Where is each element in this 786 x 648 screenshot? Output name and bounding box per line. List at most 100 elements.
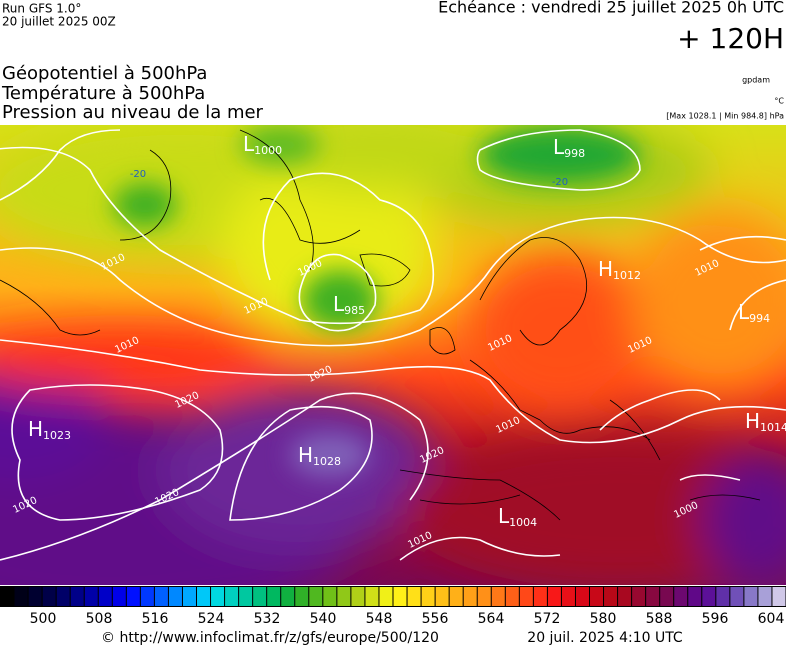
color-cell	[393, 587, 407, 606]
center-value: 1028	[313, 455, 341, 468]
color-cell	[590, 587, 604, 606]
pressure-center: L1000	[243, 132, 282, 158]
color-cell	[618, 587, 632, 606]
title: Pression au niveau de la mer	[2, 102, 264, 123]
color-cell	[0, 587, 14, 606]
colorbar-tick-label: 580	[590, 611, 617, 627]
color-cell	[154, 587, 168, 606]
center-type: L	[498, 504, 510, 528]
color-cell	[182, 587, 196, 606]
color-cell	[463, 587, 477, 606]
pressure-center: H1012	[598, 257, 641, 283]
color-cell	[379, 587, 393, 606]
color-cell	[126, 587, 140, 606]
colorbar-tick-label: 588	[646, 611, 673, 627]
pressure-center: L1004	[498, 504, 537, 530]
color-cell	[449, 587, 463, 606]
center-type: H	[28, 417, 43, 441]
color-cell	[772, 587, 786, 606]
color-cell	[477, 587, 491, 606]
colorbar-tick-label: 540	[310, 611, 337, 627]
color-cell	[28, 587, 42, 606]
center-type: H	[745, 409, 760, 433]
coastline	[0, 129, 761, 521]
color-cell	[421, 587, 435, 606]
colorbar-tick-label: 532	[254, 611, 281, 627]
colorbar-tick-label: 508	[86, 611, 113, 627]
title: Température à 500hPa	[1, 83, 205, 104]
color-cell	[295, 587, 309, 606]
center-value: 985	[344, 304, 365, 317]
color-cell	[98, 587, 112, 606]
color-cell	[140, 587, 154, 606]
map	[0, 125, 786, 585]
center-type: L	[243, 132, 255, 156]
colorbar-tick-label: 516	[142, 611, 169, 627]
title: Géopotentiel à 500hPa	[2, 63, 207, 84]
color-cell	[84, 587, 98, 606]
center-value: 1000	[254, 144, 282, 157]
center-type: L	[553, 135, 565, 159]
temperature-label: -20	[130, 169, 146, 180]
color-cell	[56, 587, 70, 606]
pressure-center: L985	[333, 292, 365, 318]
pressure-center: L994	[738, 300, 770, 326]
colorbar-tick-label: 572	[534, 611, 561, 627]
center-type: H	[298, 443, 313, 467]
color-cell	[337, 587, 351, 606]
color-cell	[112, 587, 126, 606]
color-cell	[491, 587, 505, 606]
field-shading	[0, 125, 786, 585]
color-cell	[730, 587, 744, 606]
color-cell	[533, 587, 547, 606]
color-cell	[688, 587, 702, 606]
color-cell	[744, 587, 758, 606]
center-value: 1004	[509, 516, 537, 529]
color-cell	[519, 587, 533, 606]
color-cell	[632, 587, 646, 606]
run-date: 20 juillet 2025 00Z	[2, 15, 116, 29]
color-cell	[323, 587, 337, 606]
colorbar-tick-label: 604	[758, 611, 785, 627]
color-cell	[435, 587, 449, 606]
color-cell	[281, 587, 295, 606]
center-type: L	[738, 300, 750, 324]
valid-time: Echéance : vendredi 25 juillet 2025 0h U…	[438, 0, 784, 17]
colorbar-tick-label: 564	[478, 611, 505, 627]
color-cell	[42, 587, 56, 606]
center-value: 994	[749, 312, 770, 325]
color-cell	[239, 587, 253, 606]
run-label: Run GFS 1.0°	[2, 2, 81, 16]
colorbar-tick-label: 500	[30, 611, 57, 627]
center-type: H	[598, 257, 613, 281]
color-cell	[547, 587, 561, 606]
colorbar-frame	[0, 586, 786, 607]
color-cell	[674, 587, 688, 606]
center-value: 998	[564, 147, 585, 160]
source-url: © http://www.infoclimat.fr/z/gfs/europe/…	[101, 630, 439, 646]
color-cell	[646, 587, 660, 606]
color-cell	[351, 587, 365, 606]
color-cell	[561, 587, 575, 606]
color-cell	[168, 587, 182, 606]
color-cell	[211, 587, 225, 606]
color-cell	[660, 587, 674, 606]
unit-label: °C	[774, 97, 784, 106]
lead-time: + 120H	[677, 22, 784, 55]
color-cell	[309, 587, 323, 606]
color-cell	[14, 587, 28, 606]
temperature-label: -20	[552, 177, 568, 188]
unit-label: gpdam	[742, 76, 770, 85]
colorbar: 500 508 516 524 532 540 548 556 564 572 580 588 596 6…	[0, 587, 786, 627]
unit-label: [Max 1028.1 | Min 984.8] hPa	[666, 112, 784, 121]
color-cell	[197, 587, 211, 606]
color-cell	[604, 587, 618, 606]
center-value: 1014	[760, 421, 786, 434]
color-cell	[575, 587, 589, 606]
center-value: 1023	[43, 429, 71, 442]
color-cell	[407, 587, 421, 606]
field-cores	[113, 125, 640, 477]
colorbar-tick-label: 556	[422, 611, 449, 627]
color-cell	[225, 587, 239, 606]
